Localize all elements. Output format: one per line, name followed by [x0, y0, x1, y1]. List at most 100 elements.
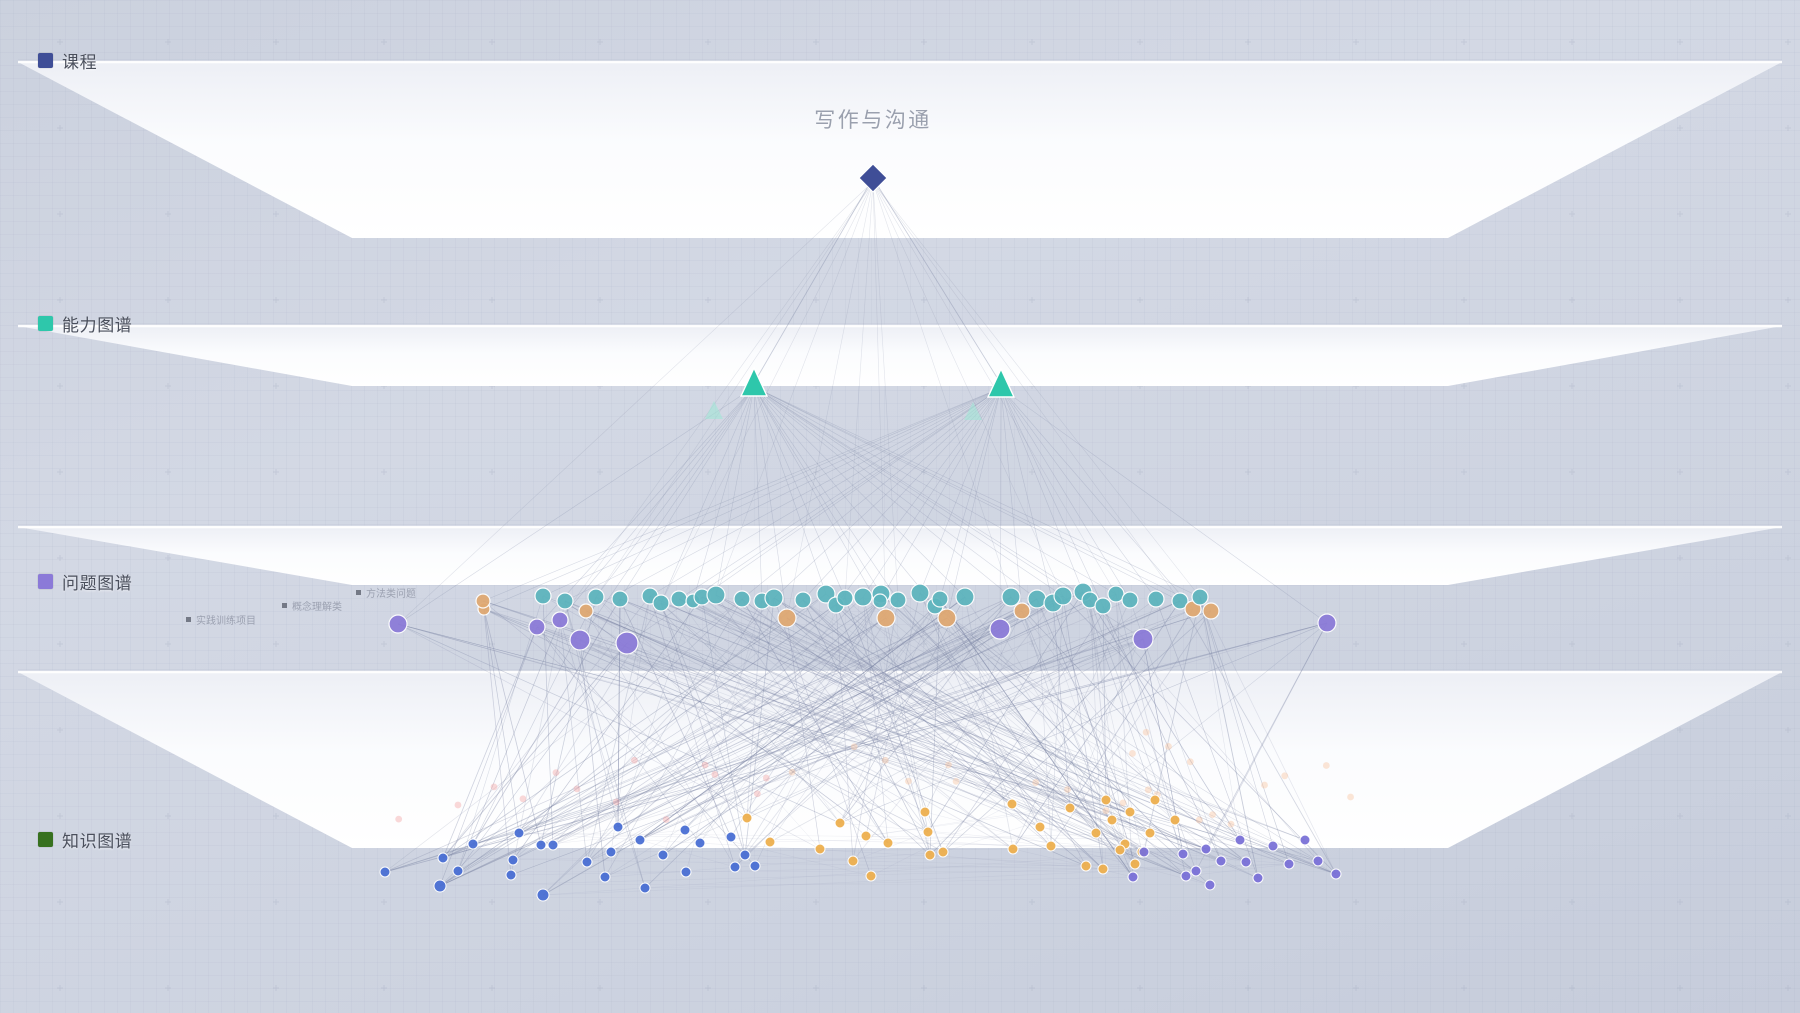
knowledge-node[interactable]	[1312, 855, 1324, 867]
knowledge-node[interactable]	[437, 852, 449, 864]
layer-legend-problem[interactable]: 问题图谱	[38, 569, 132, 594]
knowledge-node[interactable]	[513, 827, 525, 839]
knowledge-node[interactable]	[739, 849, 751, 861]
knowledge-node[interactable]	[599, 871, 611, 883]
knowledge-node[interactable]	[1252, 872, 1264, 884]
problem-node[interactable]	[1027, 589, 1047, 609]
knowledge-node[interactable]	[1064, 802, 1076, 814]
problem-node[interactable]	[889, 591, 907, 609]
problem-node[interactable]	[910, 583, 930, 603]
knowledge-node[interactable]	[1138, 846, 1150, 858]
knowledge-node[interactable]	[433, 879, 447, 893]
problem-node[interactable]	[989, 618, 1011, 640]
knowledge-node[interactable]	[1100, 794, 1112, 806]
knowledge-node[interactable]	[639, 882, 651, 894]
ability-node[interactable]	[739, 366, 769, 397]
knowledge-node[interactable]	[814, 843, 826, 855]
problem-node[interactable]	[569, 629, 591, 651]
knowledge-node[interactable]	[1045, 840, 1057, 852]
knowledge-node[interactable]	[581, 856, 593, 868]
knowledge-node[interactable]	[1127, 871, 1139, 883]
knowledge-node[interactable]	[1299, 834, 1311, 846]
problem-node[interactable]	[534, 587, 552, 605]
knowledge-node[interactable]	[1034, 821, 1046, 833]
knowledge-node[interactable]	[379, 866, 391, 878]
problem-node[interactable]	[937, 608, 957, 628]
knowledge-node[interactable]	[1106, 814, 1118, 826]
knowledge-node[interactable]	[1007, 843, 1019, 855]
knowledge-node[interactable]	[729, 861, 741, 873]
problem-node[interactable]	[1053, 586, 1073, 606]
knowledge-node[interactable]	[1190, 865, 1202, 877]
knowledge-node[interactable]	[1090, 827, 1102, 839]
knowledge-node[interactable]	[1080, 860, 1092, 872]
problem-node[interactable]	[853, 587, 873, 607]
problem-node[interactable]	[764, 588, 784, 608]
problem-node[interactable]	[1202, 602, 1220, 620]
knowledge-node[interactable]	[922, 826, 934, 838]
ability-nodes[interactable]	[739, 366, 1016, 398]
problem-node[interactable]	[578, 603, 594, 619]
problem-node[interactable]	[1171, 592, 1189, 610]
knowledge-node[interactable]	[1204, 879, 1216, 891]
knowledge-node[interactable]	[865, 870, 877, 882]
problem-nodes[interactable]	[388, 582, 1337, 655]
knowledge-node[interactable]	[860, 830, 872, 842]
knowledge-node[interactable]	[1283, 858, 1295, 870]
knowledge-node[interactable]	[919, 806, 931, 818]
problem-node[interactable]	[836, 589, 854, 607]
knowledge-node[interactable]	[1144, 827, 1156, 839]
knowledge-node[interactable]	[536, 888, 550, 902]
problem-node[interactable]	[528, 618, 546, 636]
knowledge-node[interactable]	[749, 860, 761, 872]
problem-node[interactable]	[733, 590, 751, 608]
problem-node[interactable]	[556, 592, 574, 610]
knowledge-node[interactable]	[1124, 806, 1136, 818]
layer-legend-course[interactable]: 课程	[38, 48, 97, 73]
knowledge-node[interactable]	[507, 854, 519, 866]
knowledge-node[interactable]	[505, 869, 517, 881]
problem-node[interactable]	[1191, 588, 1209, 606]
knowledge-node[interactable]	[1177, 848, 1189, 860]
knowledge-node[interactable]	[1267, 840, 1279, 852]
knowledge-node[interactable]	[1240, 856, 1252, 868]
knowledge-node[interactable]	[679, 824, 691, 836]
knowledge-node[interactable]	[1114, 844, 1126, 856]
knowledge-node[interactable]	[834, 817, 846, 829]
knowledge-node[interactable]	[1215, 855, 1227, 867]
problem-node[interactable]	[1147, 590, 1165, 608]
problem-node[interactable]	[1317, 613, 1337, 633]
problem-node[interactable]	[1132, 628, 1154, 650]
knowledge-node[interactable]	[612, 821, 624, 833]
knowledge-node[interactable]	[694, 837, 706, 849]
knowledge-nodes[interactable]	[379, 794, 1342, 902]
problem-node[interactable]	[551, 611, 569, 629]
problem-node[interactable]	[955, 587, 975, 607]
knowledge-node[interactable]	[1129, 858, 1141, 870]
layer-legend-ability[interactable]: 能力图谱	[38, 311, 132, 336]
knowledge-node[interactable]	[547, 839, 559, 851]
problem-node[interactable]	[706, 585, 726, 605]
problem-node[interactable]	[652, 594, 670, 612]
knowledge-node[interactable]	[467, 838, 479, 850]
knowledge-node[interactable]	[847, 855, 859, 867]
problem-node[interactable]	[670, 590, 688, 608]
course-node-group[interactable]	[858, 163, 888, 193]
problem-node[interactable]	[872, 593, 888, 609]
knowledge-node[interactable]	[1180, 870, 1192, 882]
problem-node[interactable]	[1094, 597, 1112, 615]
problem-node[interactable]	[388, 614, 408, 634]
knowledge-node[interactable]	[680, 866, 692, 878]
knowledge-node[interactable]	[937, 846, 949, 858]
knowledge-node[interactable]	[741, 812, 753, 824]
knowledge-node[interactable]	[634, 834, 646, 846]
problem-node[interactable]	[931, 590, 949, 608]
knowledge-node[interactable]	[605, 846, 617, 858]
knowledge-node[interactable]	[924, 849, 936, 861]
knowledge-node[interactable]	[1006, 798, 1018, 810]
course-node[interactable]	[858, 163, 888, 193]
knowledge-node[interactable]	[452, 865, 464, 877]
